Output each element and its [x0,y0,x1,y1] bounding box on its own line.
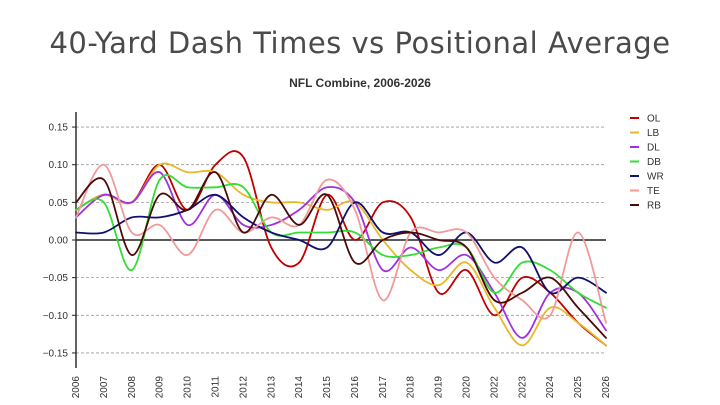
y-tick-label: 0.05 [49,198,69,209]
series-line-wr [75,193,607,295]
x-tick-label: 2023 [517,376,528,399]
legend-label-te: TE [647,186,660,197]
y-tick-label: 0.15 [49,123,69,134]
x-tick-label: 2011 [210,376,221,398]
y-axis-ticks: 0.15 0.10 0.05 0.00 −0.05 −0.10 −0.15 [43,123,76,359]
x-tick-label: 2025 [573,376,584,399]
series-line-db [75,174,607,309]
chart-title: 40-Yard Dash Times vs Positional Average [49,26,671,60]
series-line-ol [75,150,607,347]
x-tick-label: 2015 [322,376,333,399]
x-tick-label: 2006 [71,376,82,399]
x-tick-label: 2013 [266,376,277,399]
x-tick-label: 2010 [183,376,194,399]
x-tick-label: 2009 [155,376,166,399]
legend-label-wr: WR [647,172,664,183]
series-line-lb [75,162,607,347]
legend-label-db: DB [647,157,661,168]
legend: OL LB DL DB WR TE RB [630,114,664,212]
x-tick-label: 2008 [127,376,138,399]
x-tick-label: 2024 [545,376,556,399]
axes [75,112,606,368]
y-tick-label: −0.10 [43,311,69,322]
series-line-rb [75,171,607,339]
series-line-te [75,163,607,324]
x-tick-label: 2018 [406,376,417,399]
chart-subtitle: NFL Combine, 2006-2026 [289,76,431,90]
x-axis-ticks: 2006 2007 2008 2009 2010 2011 2012 2013 2014 2015… [71,376,612,399]
x-tick-label: 2007 [99,376,110,399]
legend-label-lb: LB [647,128,660,139]
x-tick-label: 2026 [601,376,612,399]
series-line-dl [75,171,607,339]
y-tick-label: −0.15 [43,348,69,359]
x-tick-label: 2022 [489,376,500,399]
series-lines [75,150,607,347]
x-tick-label: 2012 [238,376,249,399]
x-tick-label: 2014 [294,376,305,399]
legend-label-ol: OL [647,114,661,125]
y-tick-label: 0.10 [49,160,69,171]
x-tick-label: 2017 [378,376,389,399]
legend-label-dl: DL [647,143,660,154]
x-tick-label: 2016 [350,376,361,399]
gridlines [76,126,606,354]
y-tick-label: −0.05 [43,273,69,284]
legend-label-rb: RB [647,201,661,212]
y-tick-label: 0.00 [49,236,69,247]
x-tick-label: 2019 [434,376,445,399]
x-tick-label: 2020 [462,376,473,399]
